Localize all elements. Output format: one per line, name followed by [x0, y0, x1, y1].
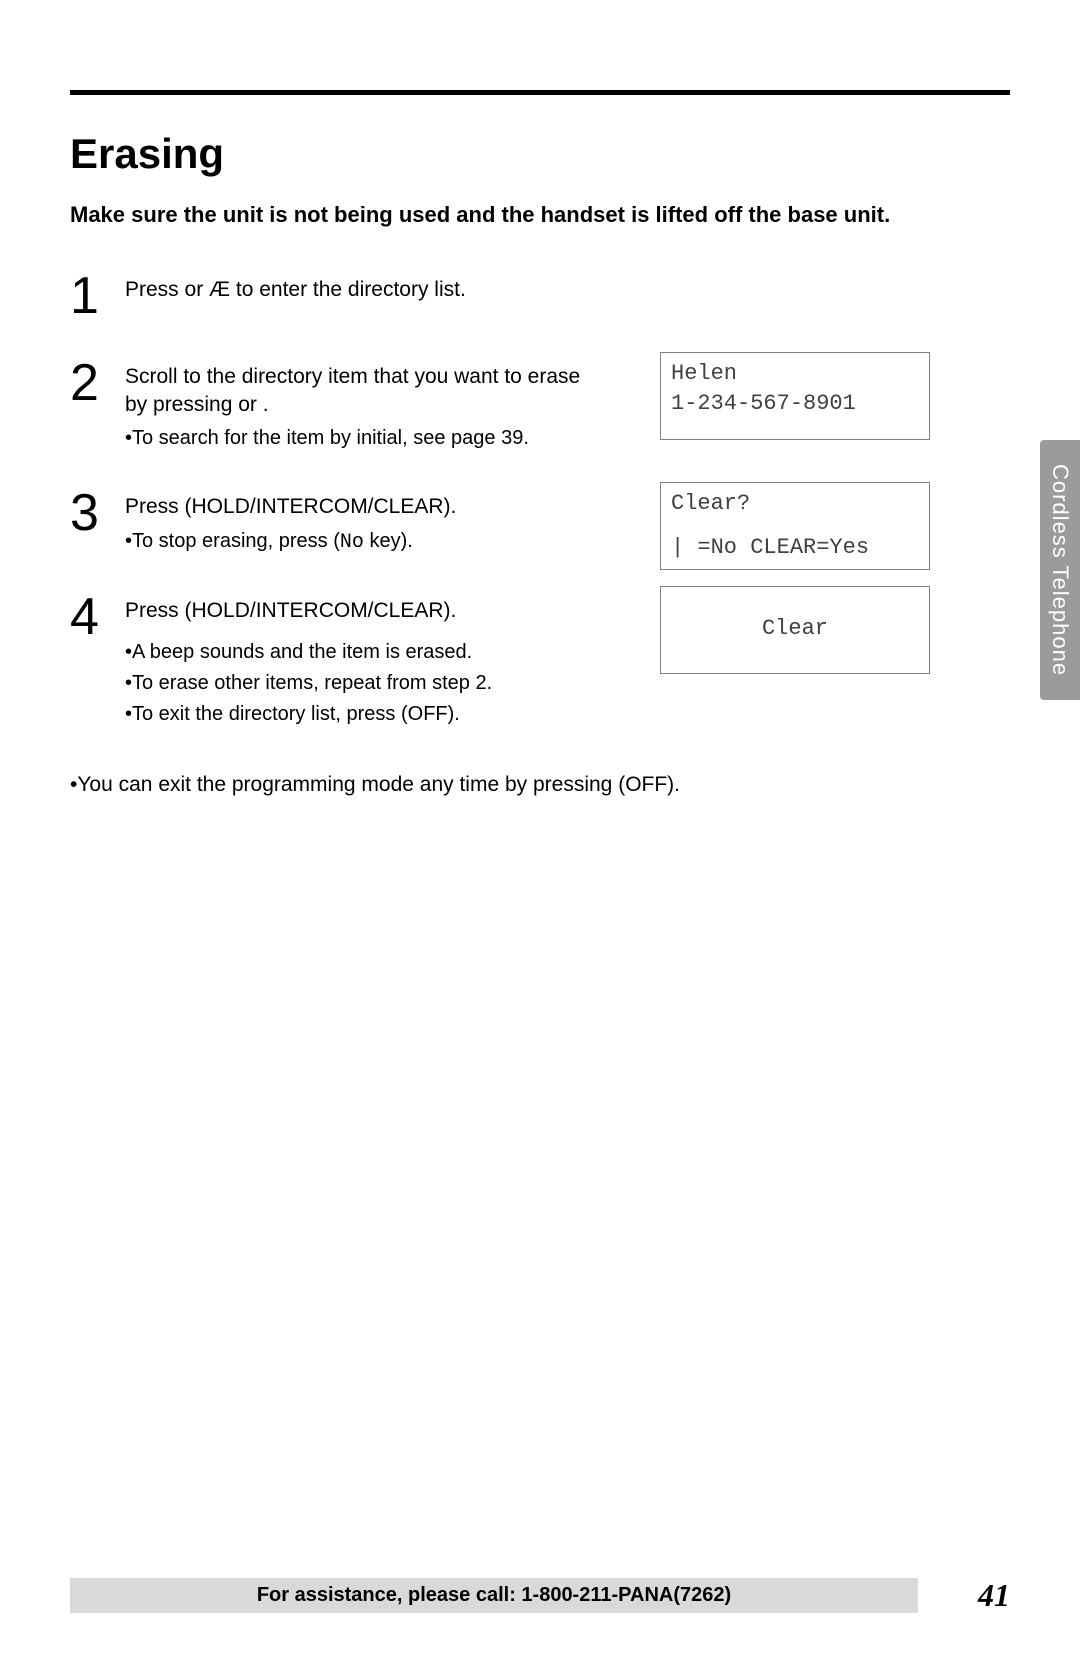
section-tab: Cordless Telephone — [1040, 440, 1080, 700]
lcd-line: 1-234-567-8901 — [671, 389, 919, 420]
text: . — [263, 393, 269, 416]
page-content: Erasing Make sure the unit is not being … — [70, 90, 1010, 797]
step-number: 1 — [70, 270, 125, 322]
step-1: 1 Press or Æ to enter the directory list… — [70, 270, 1010, 322]
text: . — [451, 599, 457, 622]
button-label: (HOLD/INTERCOM/CLEAR) — [185, 495, 451, 518]
text: or — [238, 393, 263, 416]
step-main: Press or Æ to enter the directory list. — [125, 276, 466, 304]
text: ( — [333, 530, 340, 552]
section-tab-label: Cordless Telephone — [1047, 464, 1073, 676]
page-number: 41 — [978, 1577, 1010, 1614]
display-area: Clear? | =No CLEAR=Yes — [660, 482, 930, 594]
lcd-display-1: Helen 1-234-567-8901 — [660, 352, 930, 440]
display-area: Helen 1-234-567-8901 — [660, 352, 930, 464]
step-main: Press (HOLD/INTERCOM/CLEAR). — [125, 597, 492, 625]
step-body: Scroll to the directory item that you wa… — [125, 357, 595, 453]
step-number: 2 — [70, 357, 125, 409]
text: Press — [125, 495, 185, 518]
step-main: Press (HOLD/INTERCOM/CLEAR). — [125, 493, 456, 521]
text: Scroll to the directory item that you wa… — [125, 365, 580, 416]
bullet: •To stop erasing, press (No key). — [125, 528, 456, 556]
step-number: 4 — [70, 591, 125, 643]
step-main: Scroll to the directory item that you wa… — [125, 363, 595, 420]
text: key). — [364, 530, 413, 552]
bullet: •A beep sounds and the item is erased. — [125, 639, 492, 666]
step-2: 2 Scroll to the directory item that you … — [70, 357, 1010, 453]
lcd-display-3: Clear — [660, 586, 930, 674]
intro-text: Make sure the unit is not being used and… — [70, 200, 1010, 230]
bullet: •To search for the item by initial, see … — [125, 425, 595, 452]
mono-text: No — [340, 531, 364, 554]
button-label: (HOLD/INTERCOM/CLEAR) — [185, 599, 451, 622]
lcd-line: | =No CLEAR=Yes — [671, 533, 919, 564]
lcd-display-2: Clear? | =No CLEAR=Yes — [660, 482, 930, 570]
bullet: •To exit the directory list, press (OFF)… — [125, 701, 492, 728]
page-title: Erasing — [70, 130, 1010, 178]
bullet: •To erase other items, repeat from step … — [125, 670, 492, 697]
text: •To stop erasing, press — [125, 530, 333, 552]
text: . — [451, 495, 457, 518]
step-body: Press or Æ to enter the directory list. — [125, 270, 466, 310]
text: Press — [125, 599, 185, 622]
text: or Æ to enter the directory list. — [185, 278, 466, 301]
assistance-note: For assistance, please call: 1-800-211-P… — [70, 1578, 918, 1613]
step-number: 3 — [70, 487, 125, 539]
display-area: Clear — [660, 586, 930, 698]
lcd-line: Clear? — [671, 489, 919, 520]
text: Press — [125, 278, 185, 301]
footnote: •You can exit the programming mode any t… — [70, 773, 1010, 797]
lcd-line: Clear — [762, 614, 828, 645]
step-3: 3 Press (HOLD/INTERCOM/CLEAR). •To stop … — [70, 487, 1010, 555]
steps-list: 1 Press or Æ to enter the directory list… — [70, 270, 1010, 728]
lcd-line: Helen — [671, 359, 919, 390]
step-body: Press (HOLD/INTERCOM/CLEAR). •A beep sou… — [125, 591, 492, 728]
top-rule — [70, 90, 1010, 95]
page-footer: For assistance, please call: 1-800-211-P… — [70, 1577, 1010, 1614]
step-4: 4 Press (HOLD/INTERCOM/CLEAR). •A beep s… — [70, 591, 1010, 728]
step-body: Press (HOLD/INTERCOM/CLEAR). •To stop er… — [125, 487, 456, 555]
